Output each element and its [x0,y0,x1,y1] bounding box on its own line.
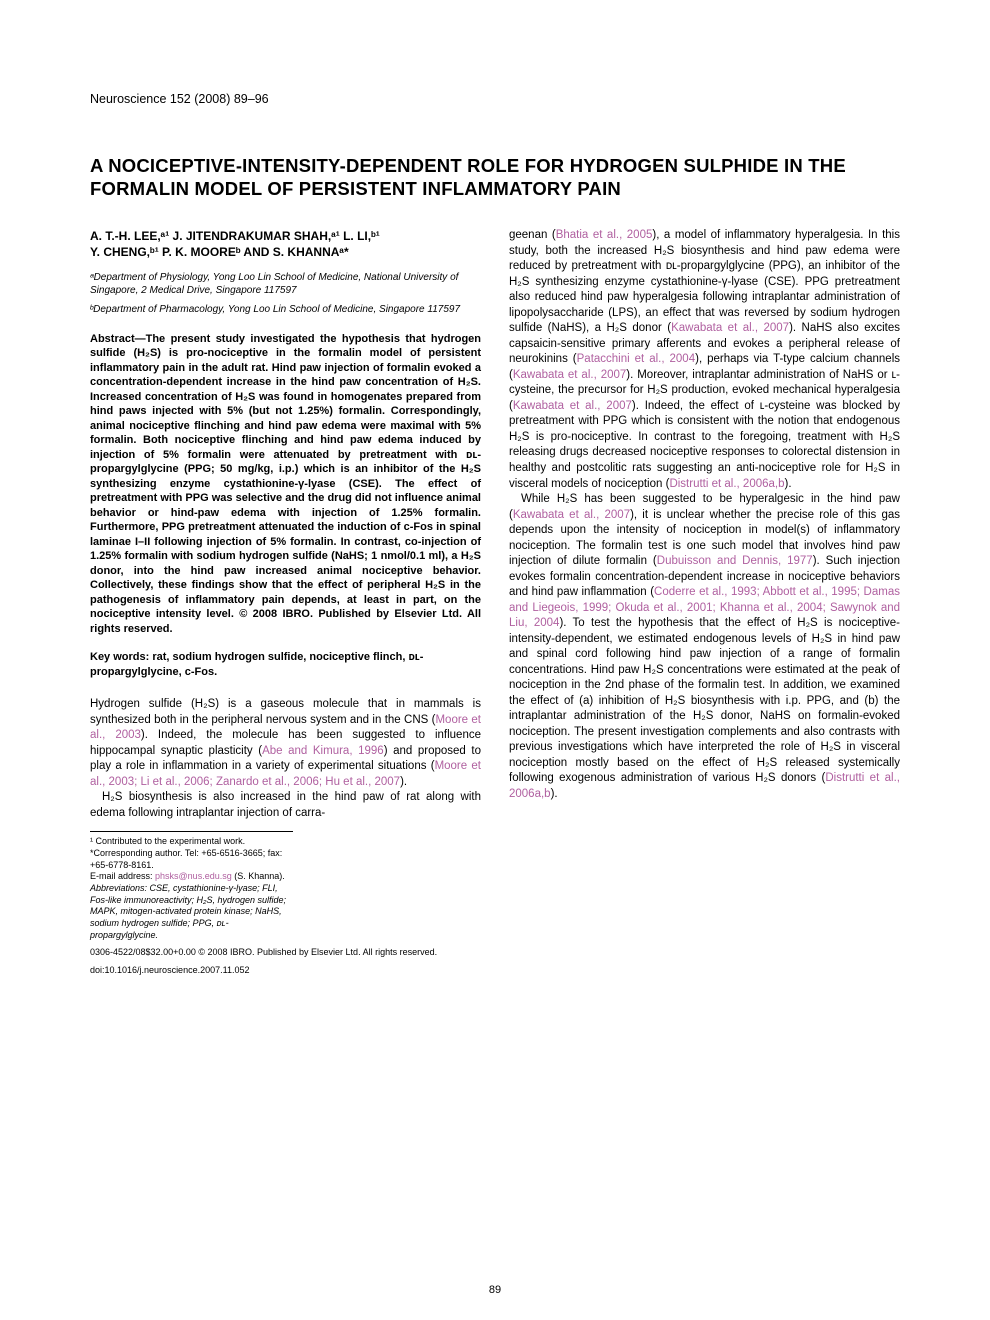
citation-link[interactable]: Dubuisson and Dennis, 1977 [657,555,813,567]
affiliation-a: ᵃDepartment of Physiology, Yong Loo Lin … [90,271,481,297]
keywords: Key words: rat, sodium hydrogen sulfide,… [90,650,481,679]
email-link[interactable]: phsks@nus.edu.sg [155,871,232,881]
text-run: geenan ( [509,229,556,241]
footnote-contrib: ¹ Contributed to the experimental work. [90,836,293,848]
text-run: ). To test the hypothesis that the effec… [509,617,900,784]
text-run: ), a model of inflammatory hyperalgesia.… [509,229,900,334]
text-run: ). [551,788,558,800]
citation-link[interactable]: Bhatia et al., 2005 [556,229,653,241]
citation-link[interactable]: Patacchini et al., 2004 [577,353,695,365]
authors-line1: A. T.-H. LEE,ᵃ¹ J. JITENDRAKUMAR SHAH,ᵃ¹… [90,229,380,243]
page-number: 89 [489,1284,501,1296]
text-run: ). [785,478,792,490]
text-run: ). [400,776,407,788]
affiliation-b: ᵇDepartment of Pharmacology, Yong Loo Li… [90,303,481,316]
footnote-abbreviations: Abbreviations: CSE, cystathionine-γ-lyas… [90,883,293,941]
authors-line2: Y. CHENG,ᵇ¹ P. K. MOOREᵇ AND S. KHANNAᵃ* [90,245,349,259]
citation-link[interactable]: Kawabata et al., 2007 [513,400,632,412]
left-paragraph-1: Hydrogen sulfide (H₂S) is a gaseous mole… [90,697,481,790]
two-column-layout: A. T.-H. LEE,ᵃ¹ J. JITENDRAKUMAR SHAH,ᵃ¹… [90,228,900,976]
text-run: (S. Khanna). [232,871,285,881]
copyright-line: 0306-4522/08$32.00+0.00 © 2008 IBRO. Pub… [90,947,481,959]
citation-link[interactable]: Kawabata et al., 2007 [513,369,626,381]
doi-line: doi:10.1016/j.neuroscience.2007.11.052 [90,965,481,977]
citation-link[interactable]: Kawabata et al., 2007 [513,509,630,521]
left-body-text: Hydrogen sulfide (H₂S) is a gaseous mole… [90,697,481,821]
citation-link[interactable]: Abe and Kimura, 1996 [262,745,384,757]
article-title: A NOCICEPTIVE-INTENSITY-DEPENDENT ROLE F… [90,154,900,200]
text-run: Hydrogen sulfide (H₂S) is a gaseous mole… [90,698,481,726]
right-paragraph-1: geenan (Bhatia et al., 2005), a model of… [509,228,900,492]
left-paragraph-2: H₂S biosynthesis is also increased in th… [90,790,481,821]
footnote-corresponding: *Corresponding author. Tel: +65-6516-366… [90,848,293,883]
right-column: geenan (Bhatia et al., 2005), a model of… [509,228,900,976]
footnotes: ¹ Contributed to the experimental work. … [90,831,293,941]
right-paragraph-2: While H₂S has been suggested to be hyper… [509,492,900,802]
citation-link[interactable]: Kawabata et al., 2007 [671,322,789,334]
text-run: ). Indeed, the effect of ʟ-cysteine was … [509,400,900,490]
citation-link[interactable]: Distrutti et al., 2006a,b [669,478,784,490]
text-run: *Corresponding author. Tel: +65-6516-366… [90,848,282,870]
authors: A. T.-H. LEE,ᵃ¹ J. JITENDRAKUMAR SHAH,ᵃ¹… [90,228,481,260]
right-body-text: geenan (Bhatia et al., 2005), a model of… [509,228,900,802]
text-run: Abbreviations: CSE, cystathionine-γ-lyas… [90,883,286,940]
journal-header: Neuroscience 152 (2008) 89–96 [90,92,900,106]
abstract: Abstract—The present study investigated … [90,332,481,637]
text-run: E-mail address: [90,871,155,881]
left-column: A. T.-H. LEE,ᵃ¹ J. JITENDRAKUMAR SHAH,ᵃ¹… [90,228,481,976]
